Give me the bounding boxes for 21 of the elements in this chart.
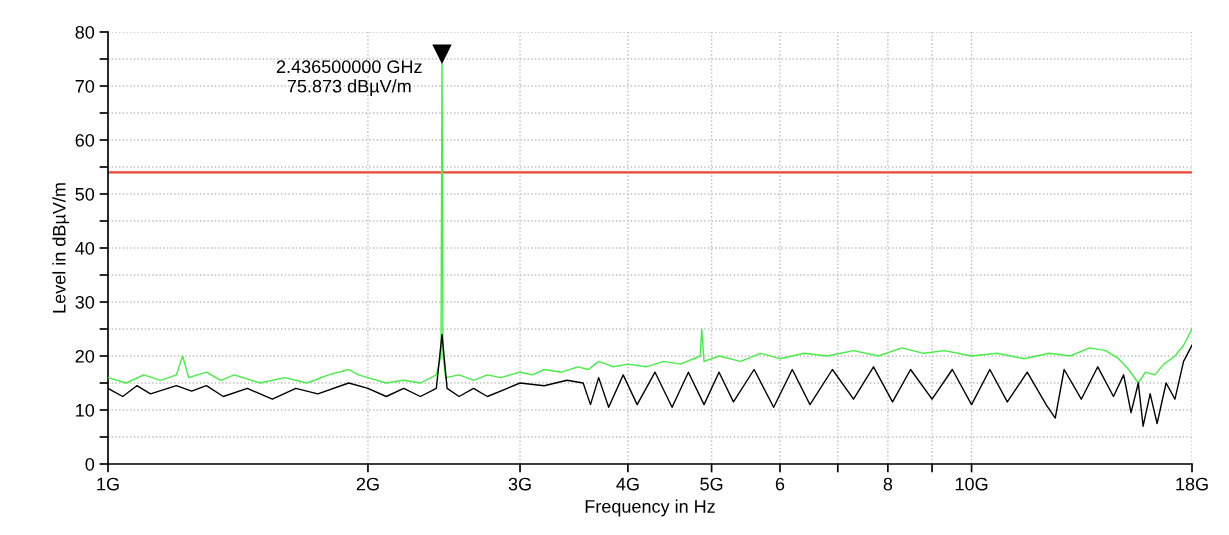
y-axis-title: Level in dBµV/m [52, 183, 70, 313]
x-tick-label: 18G [1176, 477, 1208, 491]
x-tick-label: 1G [97, 477, 119, 491]
y-tick-label: 60 [75, 133, 95, 147]
x-tick-label: 3G [508, 477, 531, 491]
y-tick-label: 50 [75, 187, 95, 201]
x-tick-label: 8 [883, 477, 893, 491]
y-tick-label: 80 [75, 25, 95, 39]
y-tick-label: 40 [75, 241, 95, 255]
x-tick-label: 10G [955, 477, 988, 491]
x-tick-label: 4G [616, 477, 639, 491]
x-tick-label: 2G [356, 477, 379, 491]
x-tick-label: 6 [775, 477, 785, 491]
y-tick-label: 0 [85, 457, 95, 471]
y-tick-label: 70 [75, 79, 95, 93]
y-tick-label: 30 [75, 295, 95, 309]
x-tick-label: 5G [700, 477, 723, 491]
annotation: 2.436500000 GHz 75.873 dBµV/m [276, 60, 422, 97]
y-tick-label: 20 [75, 349, 95, 363]
y-tick-label: 10 [76, 403, 95, 417]
x-axis-title: Frequency in Hz [585, 499, 715, 517]
